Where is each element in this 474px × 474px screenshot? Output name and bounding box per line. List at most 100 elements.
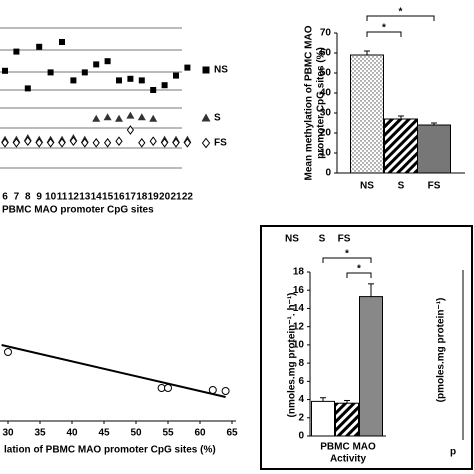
marker bbox=[81, 137, 89, 148]
y-tick-label: 14 bbox=[293, 303, 305, 314]
significance-label: * bbox=[399, 7, 403, 18]
marker bbox=[149, 136, 157, 147]
legend-label: FS bbox=[214, 138, 227, 149]
y-tick-label: 12 bbox=[293, 321, 305, 332]
y-axis-label: (nmoles.mg protein⁻¹. h⁻¹) bbox=[287, 293, 298, 418]
marker bbox=[12, 137, 21, 148]
marker bbox=[115, 114, 123, 122]
marker bbox=[103, 113, 112, 121]
header-label: FS bbox=[338, 234, 351, 245]
x-tick-label: FS bbox=[428, 181, 441, 192]
side-x-label: p bbox=[450, 447, 456, 458]
y-tick-label: 40 bbox=[320, 88, 332, 99]
y-tick-label: 16 bbox=[293, 285, 305, 296]
y-axis-label: promoter CpG sites (%) bbox=[316, 47, 327, 159]
marker bbox=[150, 87, 157, 93]
x-tick-label: 14 bbox=[91, 192, 103, 203]
x-tick-label: S bbox=[398, 181, 405, 192]
marker bbox=[36, 43, 43, 50]
bar bbox=[417, 124, 451, 174]
marker bbox=[69, 136, 78, 147]
marker bbox=[93, 61, 100, 68]
y-tick-label: 30 bbox=[320, 108, 332, 119]
x-tick-label: 65 bbox=[226, 428, 238, 439]
marker bbox=[161, 82, 168, 89]
marker bbox=[116, 77, 122, 84]
legend-label: S bbox=[214, 113, 221, 124]
marker bbox=[202, 66, 210, 74]
header-label: NS bbox=[285, 234, 299, 245]
x-tick-label: 40 bbox=[66, 428, 78, 439]
x-tick-label: NS bbox=[360, 181, 374, 192]
x-tick-label: 18 bbox=[136, 192, 148, 203]
y-axis-label: Mean methylation of PBMC MAO bbox=[304, 25, 315, 180]
bar bbox=[335, 402, 359, 437]
significance-bracket bbox=[366, 31, 402, 37]
marker bbox=[70, 77, 77, 84]
marker bbox=[2, 67, 8, 74]
marker bbox=[103, 137, 112, 148]
y-tick-label: 18 bbox=[293, 267, 305, 278]
marker bbox=[104, 58, 111, 65]
x-tick-label: 55 bbox=[162, 428, 174, 439]
marker bbox=[127, 75, 134, 82]
point bbox=[4, 348, 12, 356]
marker bbox=[59, 39, 65, 45]
y-tick-label: 10 bbox=[293, 340, 305, 351]
marker bbox=[81, 69, 88, 76]
marker bbox=[115, 136, 123, 147]
significance-label: * bbox=[382, 23, 386, 34]
marker bbox=[138, 77, 145, 84]
marker bbox=[92, 137, 100, 148]
fit-line bbox=[1, 344, 226, 398]
x-tick-label: 22 bbox=[182, 192, 194, 203]
marker bbox=[183, 137, 192, 148]
marker bbox=[149, 114, 158, 122]
y-tick-label: 0 bbox=[298, 431, 304, 442]
y-tick-label: 20 bbox=[320, 128, 332, 139]
marker bbox=[160, 137, 169, 148]
point bbox=[221, 387, 230, 395]
x-tick-label: 13 bbox=[79, 192, 91, 203]
bar bbox=[384, 118, 418, 174]
marker bbox=[201, 137, 211, 149]
marker bbox=[1, 137, 9, 148]
x-axis-label: PBMC MAO promoter CpG sites bbox=[2, 205, 154, 216]
point bbox=[208, 386, 217, 394]
marker bbox=[137, 113, 146, 121]
x-tick-label: 17 bbox=[125, 192, 137, 203]
marker bbox=[35, 137, 43, 148]
header-label: S bbox=[319, 234, 326, 245]
significance-bracket bbox=[346, 272, 372, 278]
bar bbox=[311, 400, 335, 437]
marker bbox=[92, 114, 101, 122]
panel-d-frame bbox=[260, 225, 473, 470]
x-tick-label: 30 bbox=[2, 428, 14, 439]
y-tick-label: 6 bbox=[298, 376, 304, 387]
x-tick-label: 60 bbox=[194, 428, 206, 439]
marker bbox=[126, 125, 135, 135]
point bbox=[164, 384, 172, 392]
y-tick-label: 2 bbox=[298, 412, 304, 423]
marker bbox=[184, 64, 191, 71]
significance-label: * bbox=[345, 249, 349, 260]
bar bbox=[350, 54, 384, 174]
marker bbox=[126, 111, 135, 119]
x-tick-label: 50 bbox=[130, 428, 142, 439]
side-y-label: (pmoles.mg protein⁻¹) bbox=[436, 298, 447, 403]
significance-bracket bbox=[366, 15, 435, 21]
significance-label: * bbox=[357, 264, 361, 275]
x-tick-label: 20 bbox=[159, 192, 171, 203]
x-tick-label: 16 bbox=[113, 192, 125, 203]
y-tick-label: 0 bbox=[325, 168, 331, 179]
y-tick-label: 50 bbox=[320, 68, 332, 79]
marker bbox=[138, 137, 146, 148]
marker bbox=[201, 113, 211, 122]
x-tick-label: 35 bbox=[34, 428, 46, 439]
marker bbox=[46, 137, 55, 148]
panel-a-lines bbox=[0, 27, 182, 169]
x-tick-label: 9 bbox=[36, 192, 42, 203]
marker bbox=[13, 48, 20, 55]
marker bbox=[24, 85, 31, 92]
